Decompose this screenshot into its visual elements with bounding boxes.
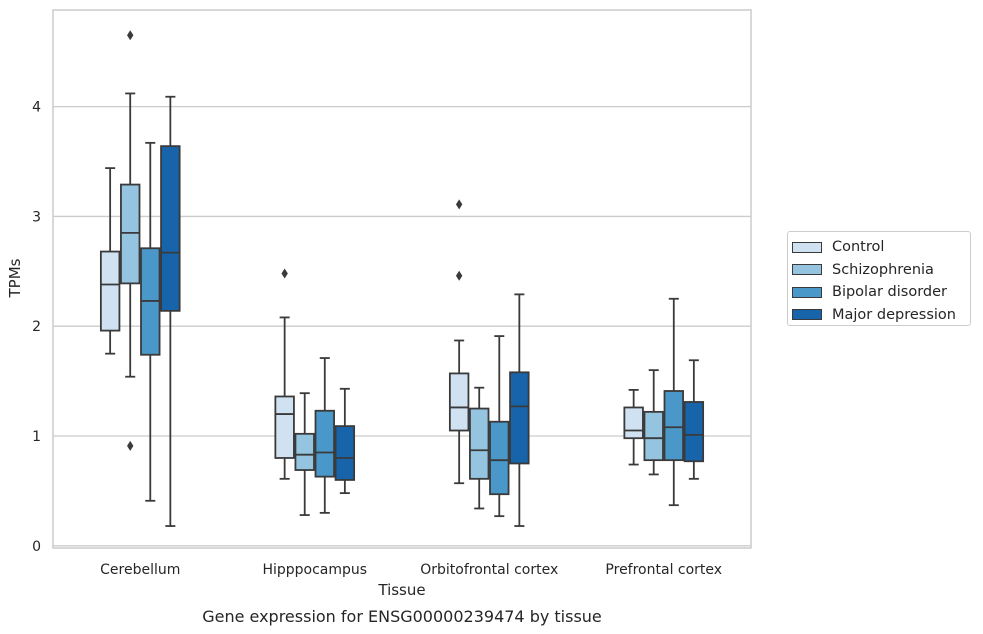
box-control — [274, 268, 295, 480]
y-tick-label: 2 — [32, 319, 41, 335]
box-schizophrenia — [643, 369, 664, 476]
box-iqr — [643, 410, 664, 462]
chart-caption: Gene expression for ENSG00000239474 by t… — [202, 607, 602, 626]
y-tick-label: 1 — [32, 429, 41, 445]
legend-swatch — [792, 309, 822, 321]
legend-label: Major depression — [832, 306, 956, 323]
box-iqr — [489, 420, 510, 496]
box-schizophrenia — [120, 30, 141, 451]
box-series — [99, 30, 705, 527]
chart-legend: Control Schizophrenia Bipolar disorder Majo… — [787, 231, 971, 326]
box-bipolar-disorder — [140, 141, 161, 502]
box-bipolar-disorder — [314, 357, 335, 514]
box-bipolar-disorder — [489, 335, 510, 518]
box-iqr — [99, 250, 121, 332]
outlier-point — [127, 440, 134, 451]
outlier-point — [127, 30, 134, 41]
box-iqr — [160, 145, 181, 312]
box-iqr — [663, 390, 684, 462]
x-axis-label: Tissue — [377, 581, 425, 599]
y-tick-label: 0 — [32, 539, 41, 555]
box-iqr — [274, 395, 295, 459]
y-axis-label: TPMs — [6, 258, 24, 298]
legend-item: Bipolar disorder — [792, 281, 970, 304]
box-iqr — [683, 401, 705, 463]
box-schizophrenia — [469, 386, 490, 510]
box-iqr — [314, 409, 335, 478]
box-iqr — [469, 407, 490, 480]
box-bipolar-disorder — [663, 297, 684, 507]
x-axis-ticks: Cerebellum Hipppocampus Orbitofrontal cort… — [100, 562, 722, 578]
legend-item: Schizophrenia — [792, 259, 970, 282]
box-iqr — [509, 371, 530, 465]
outlier-point — [281, 268, 288, 279]
box-iqr — [334, 425, 356, 481]
y-tick-label: 4 — [32, 100, 41, 116]
box-control — [623, 388, 644, 466]
x-tick-label: Prefrontal cortex — [605, 562, 722, 578]
box-iqr — [120, 183, 141, 285]
legend-label: Bipolar disorder — [832, 284, 947, 301]
legend-swatch — [792, 264, 822, 276]
box-iqr — [294, 432, 315, 471]
x-tick-label: Cerebellum — [100, 562, 180, 578]
outlier-point — [455, 270, 463, 281]
legend-label: Schizophrenia — [832, 261, 934, 278]
legend-label: Control — [832, 239, 885, 256]
y-axis-ticks: 0 1 2 3 4 — [32, 100, 41, 555]
box-control — [448, 199, 470, 485]
legend-item: Control — [792, 236, 970, 259]
x-tick-label: Hipppocampus — [262, 562, 367, 578]
box-iqr — [623, 406, 644, 440]
x-tick-label: Orbitofrontal cortex — [420, 562, 558, 578]
box-iqr — [448, 372, 470, 432]
legend-swatch — [792, 241, 822, 253]
box-control — [99, 167, 121, 355]
box-major-depression — [334, 387, 356, 495]
legend-item: Major depression — [792, 304, 970, 327]
legend-swatch — [792, 286, 822, 298]
outlier-point — [455, 199, 463, 210]
box-major-depression — [509, 293, 530, 527]
box-schizophrenia — [294, 392, 315, 516]
box-major-depression — [683, 359, 705, 480]
box-major-depression — [160, 95, 181, 527]
y-tick-label: 3 — [32, 209, 41, 225]
